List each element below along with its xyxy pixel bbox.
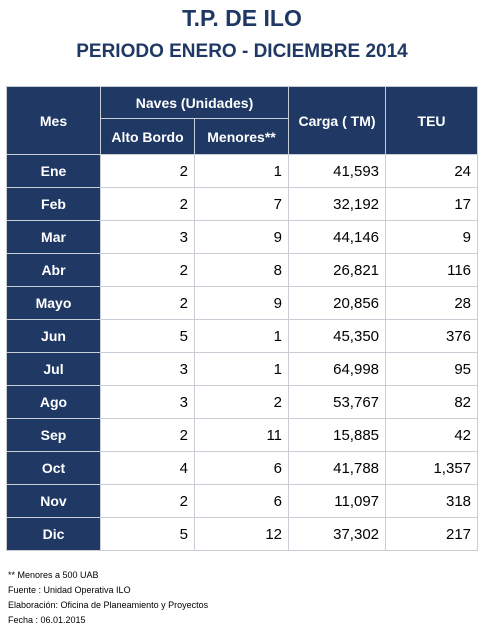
header-mes: Mes [6, 86, 101, 155]
note-fuente: Fuente : Unidad Operativa ILO [8, 585, 131, 595]
cell-alto-bordo: 5 [100, 517, 195, 551]
header-teu: TEU [385, 86, 479, 155]
cell-mes: Dic [6, 517, 101, 551]
cell-menores: 9 [193, 220, 290, 254]
table-row: Jul 3 1 64,998 95 [6, 352, 479, 386]
cell-mes: Jul [6, 352, 101, 386]
table-row: Abr 2 8 26,821 116 [6, 253, 479, 287]
cell-carga: 44,146 [288, 220, 387, 254]
cell-menores: 1 [193, 154, 290, 188]
cell-menores: 1 [193, 319, 290, 353]
note-fecha: Fecha : 06.01.2015 [8, 615, 86, 625]
cell-menores: 9 [193, 286, 290, 320]
cell-teu: 24 [385, 154, 479, 188]
cell-mes: Abr [6, 253, 101, 287]
page-title: T.P. DE ILO [182, 5, 302, 31]
cell-menores: 7 [193, 187, 290, 221]
table-row: Feb 2 7 32,192 17 [6, 187, 479, 221]
cell-mes: Oct [6, 451, 101, 485]
cell-mes: Ago [6, 385, 101, 419]
cell-menores: 8 [193, 253, 290, 287]
cell-alto-bordo: 2 [100, 187, 195, 221]
cell-alto-bordo: 3 [100, 385, 195, 419]
cell-carga: 15,885 [288, 418, 387, 452]
cell-menores: 6 [193, 484, 290, 518]
cell-carga: 41,593 [288, 154, 387, 188]
cell-alto-bordo: 5 [100, 319, 195, 353]
page-subtitle: PERIODO ENERO - DICIEMBRE 2014 [76, 41, 408, 62]
footnotes: ** Menores a 500 UAB Fuente : Unidad Ope… [8, 568, 208, 628]
note-elaboracion: Elaboración: Oficina de Planeamiento y P… [8, 600, 209, 610]
cell-menores: 11 [193, 418, 290, 452]
cell-teu: 17 [385, 187, 479, 221]
cell-teu: 217 [385, 517, 479, 551]
cell-teu: 9 [385, 220, 479, 254]
cell-teu: 82 [385, 385, 479, 419]
table-row: Oct 4 6 41,788 1,357 [6, 451, 479, 485]
cell-menores: 2 [193, 385, 290, 419]
cell-mes: Jun [6, 319, 101, 353]
cell-alto-bordo: 2 [100, 286, 195, 320]
cell-carga: 37,302 [288, 517, 387, 551]
cell-teu: 42 [385, 418, 479, 452]
table-row: Dic 5 12 37,302 217 [6, 517, 479, 551]
cell-teu: 28 [385, 286, 479, 320]
cell-alto-bordo: 2 [100, 154, 195, 188]
data-table: Mes Naves (Unidades) Carga ( TM) TEU Alt… [6, 86, 479, 551]
cell-alto-bordo: 4 [100, 451, 195, 485]
cell-mes: Nov [6, 484, 101, 518]
table-row: Ene 2 1 41,593 24 [6, 154, 479, 188]
cell-teu: 1,357 [385, 451, 479, 485]
cell-teu: 376 [385, 319, 479, 353]
cell-menores: 1 [193, 352, 290, 386]
cell-carga: 45,350 [288, 319, 387, 353]
cell-alto-bordo: 2 [100, 484, 195, 518]
table-body: Ene 2 1 41,593 24 Feb 2 7 32,192 17 Mar 3 9 44,146 9 Ab… [6, 154, 479, 551]
cell-mes: Feb [6, 187, 101, 221]
cell-alto-bordo: 3 [100, 220, 195, 254]
cell-alto-bordo: 2 [100, 253, 195, 287]
cell-carga: 26,821 [288, 253, 387, 287]
header-carga: Carga ( TM) [288, 86, 387, 155]
cell-carga: 20,856 [288, 286, 387, 320]
cell-teu: 318 [385, 484, 479, 518]
cell-alto-bordo: 3 [100, 352, 195, 386]
cell-mes: Sep [6, 418, 101, 452]
cell-teu: 116 [385, 253, 479, 287]
note-menores: ** Menores a 500 UAB [8, 570, 99, 580]
table-row: Mar 3 9 44,146 9 [6, 220, 479, 254]
table-row: Jun 5 1 45,350 376 [6, 319, 479, 353]
header-alto-bordo: Alto Bordo [100, 118, 195, 155]
cell-menores: 6 [193, 451, 290, 485]
table-row: Nov 2 6 11,097 318 [6, 484, 479, 518]
table-row: Sep 2 11 15,885 42 [6, 418, 479, 452]
table-row: Mayo 2 9 20,856 28 [6, 286, 479, 320]
header-menores: Menores** [193, 118, 290, 155]
table-row: Ago 3 2 53,767 82 [6, 385, 479, 419]
cell-mes: Mayo [6, 286, 101, 320]
cell-mes: Ene [6, 154, 101, 188]
cell-carga: 41,788 [288, 451, 387, 485]
cell-mes: Mar [6, 220, 101, 254]
cell-teu: 95 [385, 352, 479, 386]
cell-carga: 53,767 [288, 385, 387, 419]
header-naves: Naves (Unidades) [99, 86, 290, 119]
cell-carga: 11,097 [288, 484, 387, 518]
cell-carga: 32,192 [288, 187, 387, 221]
cell-carga: 64,998 [288, 352, 387, 386]
cell-menores: 12 [193, 517, 290, 551]
cell-alto-bordo: 2 [100, 418, 195, 452]
